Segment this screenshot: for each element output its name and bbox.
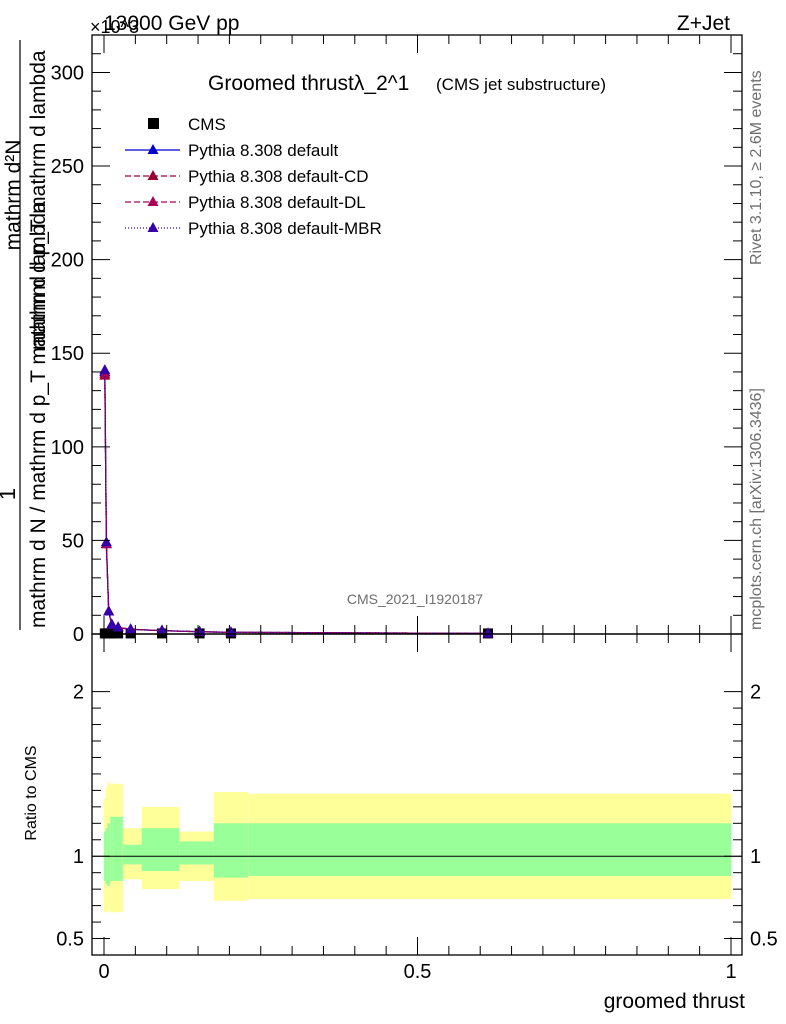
axis-ticks [92,34,742,955]
y-tick-label: 250 [51,156,84,178]
exponent-label: ×10^3 [90,17,139,37]
y-axis-label-inner: mathrm d²N [2,140,25,251]
ratio-y-tick-label: 0.5 [56,929,84,951]
legend-label-0: CMS [188,115,226,134]
x-axis-label: groomed thrust [604,990,745,1013]
ratio-y-tick-label-right: 2 [750,682,761,704]
series-point-4 [194,625,206,636]
process-label: Z+Jet [677,12,730,35]
y-tick-label: 200 [51,250,84,272]
x-tick-label: 1 [725,961,736,983]
legend-marker-2 [147,170,159,180]
ratio-uncertainty-bands [92,782,742,913]
series-point-4 [156,624,168,635]
series-point-4 [106,618,118,629]
legend-label-1: Pythia 8.308 default [188,141,339,160]
y-tick-label: 150 [51,343,84,365]
legend-marker-3 [147,196,159,206]
ratio-y-tick-label-right: 0.5 [750,929,778,951]
ratio-inner-band [113,816,123,881]
x-tick-label: 0.5 [404,961,432,983]
ratio-y-tick-label: 1 [73,846,84,868]
ratio-y-axis-label: Ratio to CMS [23,745,40,840]
series-point-4 [112,621,124,632]
energy-label: 13000 GeV pp [104,12,239,35]
y-axis-label-inner-denominator: mathrm d p_T mathrm d lambda [27,50,50,350]
ratio-inner-band [107,823,111,886]
ratio-inner-band [248,823,731,876]
ratio-inner-band [122,844,142,865]
ratio-y-tick-label: 2 [73,682,84,704]
legend-label-2: Pythia 8.308 default-CD [188,167,369,186]
y-tick-label: 50 [62,530,84,552]
series-point-4 [103,605,115,616]
series-point-4 [100,536,112,547]
y-axis-label-denominator: mathrm d N / mathrm d p_T mathrm d lambd… [27,201,50,628]
series-point-4 [99,364,111,375]
analysis-tag: CMS_2021_I1920187 [347,591,483,607]
series-point-4 [482,627,494,638]
chart-title: Groomed thrustλ_2^1 [208,72,409,95]
x-tick-label: 0 [98,961,109,983]
rivet-label: Rivet 3.1.10, ≥ 2.6M events [748,70,765,265]
legend-label-4: Pythia 8.308 default-MBR [188,219,382,238]
tick-labels: 0 50 100 150 200 250 300 0 0.5 1 0.5 0.5 1 1 2 2 [51,62,778,983]
legend-label-3: Pythia 8.308 default-DL [188,193,366,212]
ratio-inner-band [141,828,180,872]
ratio-y-tick-label-right: 1 [750,846,761,868]
chart-subtitle: (CMS jet substructure) [436,75,606,94]
ratio-inner-band [179,841,214,865]
legend: CMS Pythia 8.308 default Pythia 8.308 defa… [125,115,382,238]
y-axis-label-numerator: 1 [0,488,20,500]
ratio-inner-band [213,823,249,878]
legend-marker-4 [147,222,159,232]
series-line-3 [104,373,489,635]
y-tick-label: 300 [51,62,84,84]
y-tick-label: 100 [51,437,84,459]
series-point-4 [125,623,137,634]
y-tick-label: 0 [73,624,84,646]
mcplots-label: mcplots.cern.ch [arXiv:1306.3436] [748,388,765,630]
legend-marker-cms [148,118,159,129]
ratio-inner-band [110,816,114,881]
legend-marker-1 [147,144,159,154]
